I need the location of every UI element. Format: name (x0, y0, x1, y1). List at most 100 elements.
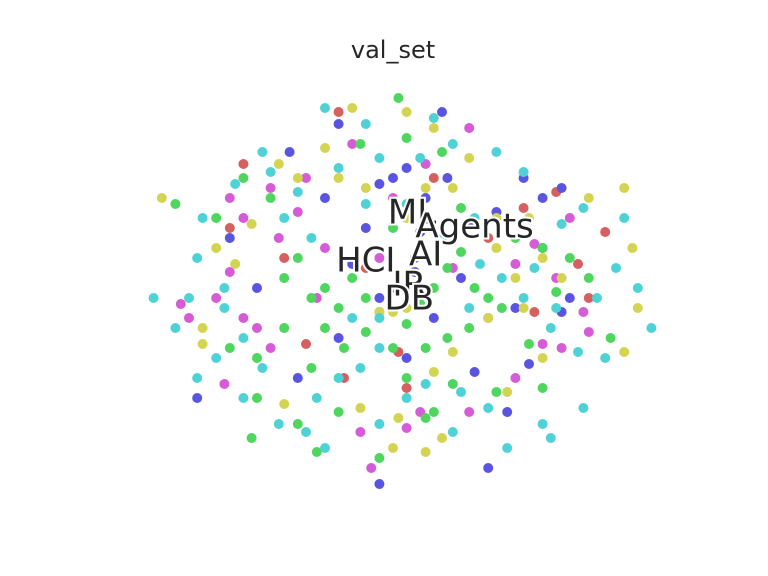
scatter-point (292, 207, 303, 217)
scatter-point (564, 213, 575, 223)
scatter-point (464, 323, 475, 333)
scatter-point (401, 319, 412, 329)
scatter-point (284, 147, 295, 157)
scatter-point (374, 453, 385, 463)
scatter-point (437, 433, 447, 443)
scatter-point (366, 463, 377, 473)
scatter-point (483, 463, 494, 473)
scatter-point (401, 423, 412, 433)
scatter-point (333, 407, 344, 417)
scatter-point (510, 233, 521, 243)
scatter-point (238, 333, 249, 343)
scatter-point (265, 183, 276, 193)
scatter-point (529, 239, 540, 249)
scatter-point (273, 419, 284, 429)
scatter-point (148, 293, 159, 303)
scatter-point (347, 103, 358, 113)
scatter-point (545, 323, 556, 333)
scatter-point (238, 213, 249, 223)
scatter-point (578, 203, 589, 213)
scatter-point (211, 293, 222, 303)
scatter-point (420, 447, 431, 457)
scatter-point (265, 343, 276, 353)
scatter-point (420, 379, 431, 389)
scatter-point (401, 163, 412, 173)
scatter-point (184, 313, 194, 323)
scatter-point (360, 183, 371, 193)
scatter-point (456, 203, 466, 213)
scatter-point (374, 313, 385, 323)
scatter-point (388, 173, 398, 183)
scatter-point (301, 173, 311, 183)
scatter-point (306, 363, 317, 373)
scatter-point (238, 173, 249, 183)
scatter-point (483, 403, 494, 413)
scatter-point (320, 103, 330, 113)
scatter-point (347, 259, 358, 269)
scatter-point (273, 159, 284, 169)
scatter-point (573, 347, 583, 357)
scatter-point (388, 223, 398, 233)
scatter-point (583, 327, 594, 337)
scatter-point (355, 363, 366, 373)
scatter-point (510, 273, 521, 283)
scatter-point (292, 187, 303, 197)
scatter-point (491, 387, 502, 397)
scatter-point (583, 273, 594, 283)
scatter-point (374, 419, 385, 429)
scatter-point (374, 479, 385, 489)
scatter-point (428, 173, 439, 183)
scatter-point (311, 393, 322, 403)
scatter-point (320, 443, 330, 453)
scatter-point (265, 167, 276, 177)
scatter-point (537, 253, 548, 263)
scatter-point (211, 243, 222, 253)
scatter-point (374, 343, 385, 353)
scatter-point (224, 343, 235, 353)
scatter-point (306, 233, 317, 243)
scatter-point (219, 283, 230, 293)
scatter-point (518, 293, 529, 303)
scatter-point (420, 343, 431, 353)
scatter-point (619, 347, 630, 357)
scatter-point (537, 243, 548, 253)
scatter-point (437, 107, 447, 117)
scatter-point (230, 179, 241, 189)
scatter-point (600, 227, 611, 237)
scatter-point (224, 267, 235, 277)
scatter-point (401, 199, 412, 209)
scatter-point (401, 133, 412, 143)
scatter-point (360, 327, 371, 337)
scatter-point (360, 293, 371, 303)
scatter-point (502, 387, 513, 397)
scatter-point (469, 213, 480, 223)
scatter-point (551, 303, 562, 313)
scatter-point (388, 443, 398, 453)
scatter-point (301, 427, 311, 437)
scatter-point (170, 199, 181, 209)
scatter-point (502, 443, 513, 453)
scatter-point (311, 447, 322, 457)
scatter-point (447, 379, 458, 389)
scatter-point (420, 193, 431, 203)
scatter-point (491, 147, 502, 157)
scatter-point (306, 293, 317, 303)
scatter-point (292, 173, 303, 183)
scatter-point (401, 303, 412, 313)
scatter-point (524, 213, 534, 223)
scatter-point (646, 323, 657, 333)
scatter-point (583, 293, 594, 303)
scatter-point (556, 219, 567, 229)
scatter-point (456, 273, 466, 283)
scatter-point (224, 233, 235, 243)
scatter-point (393, 93, 404, 103)
scatter-point (388, 283, 398, 293)
scatter-point (524, 359, 534, 369)
scatter-point (252, 283, 262, 293)
scatter-point (564, 253, 575, 263)
scatter-point (573, 259, 583, 269)
scatter-point (564, 293, 575, 303)
scatter-point (333, 107, 344, 117)
